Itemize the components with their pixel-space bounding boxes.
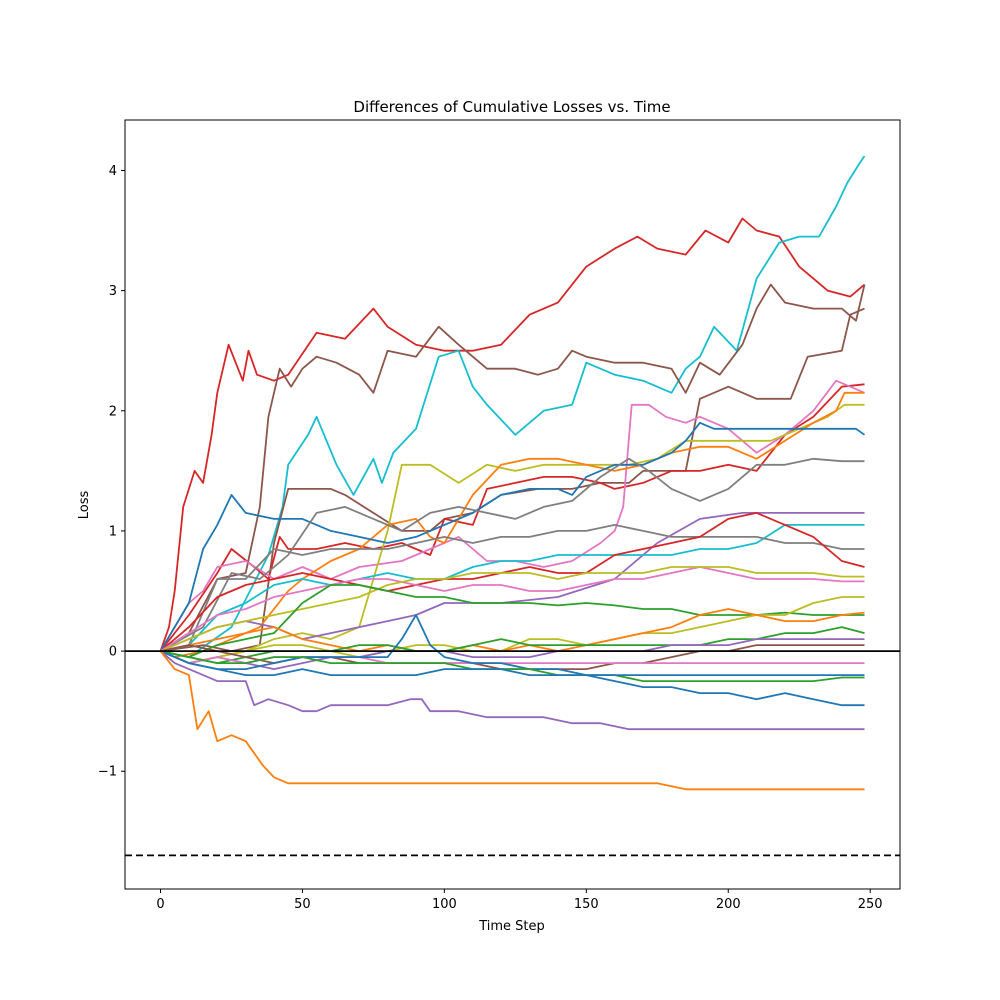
series-line-18 <box>160 596 865 664</box>
y-axis-ticks: −1 0 1 2 3 4 <box>98 164 125 780</box>
series-line-25 <box>160 650 865 682</box>
plot-frame <box>124 119 901 890</box>
x-tick-label: 0 <box>156 897 164 912</box>
series-line-8 <box>160 391 865 658</box>
series-line-11 <box>160 512 865 652</box>
y-tick-label: −1 <box>98 765 117 780</box>
series-line-6 <box>159 379 865 652</box>
series-line-21 <box>160 638 865 670</box>
series-line-9 <box>159 421 866 652</box>
series-line-13 <box>160 524 865 652</box>
series-line-12 <box>160 524 865 652</box>
y-tick-label: 2 <box>109 404 117 419</box>
series-line-28 <box>159 650 865 791</box>
x-axis-label: Time Step <box>478 919 545 934</box>
y-axis-label: Loss <box>77 491 92 520</box>
y-tick-label: 0 <box>109 645 117 660</box>
x-tick-label: 150 <box>574 897 599 912</box>
series-line-16 <box>160 566 865 652</box>
series-line-3 <box>160 283 866 652</box>
series-line-17 <box>160 584 865 658</box>
series-group <box>159 155 866 791</box>
x-tick-label: 50 <box>294 897 311 912</box>
series-line-15 <box>160 566 865 652</box>
x-tick-label: 250 <box>858 897 883 912</box>
series-line-10 <box>160 457 865 652</box>
series-line-19 <box>160 608 865 652</box>
y-tick-label: 4 <box>109 164 117 179</box>
y-tick-label: 1 <box>109 524 117 539</box>
series-line-24 <box>160 614 865 707</box>
series-line-27 <box>159 650 865 731</box>
chart-title: Differences of Cumulative Losses vs. Tim… <box>353 98 670 116</box>
series-line-7 <box>160 403 865 664</box>
series-line-26 <box>160 650 865 676</box>
x-axis-ticks: 0 50 100 150 200 250 <box>156 889 883 912</box>
x-tick-label: 200 <box>716 897 741 912</box>
series-line-1 <box>159 217 866 652</box>
series-line-14 <box>159 512 865 652</box>
reference-lines <box>125 650 900 857</box>
y-tick-label: 3 <box>109 284 117 299</box>
x-tick-label: 100 <box>432 897 457 912</box>
series-line-5 <box>159 383 865 652</box>
series-line-2 <box>160 155 866 658</box>
